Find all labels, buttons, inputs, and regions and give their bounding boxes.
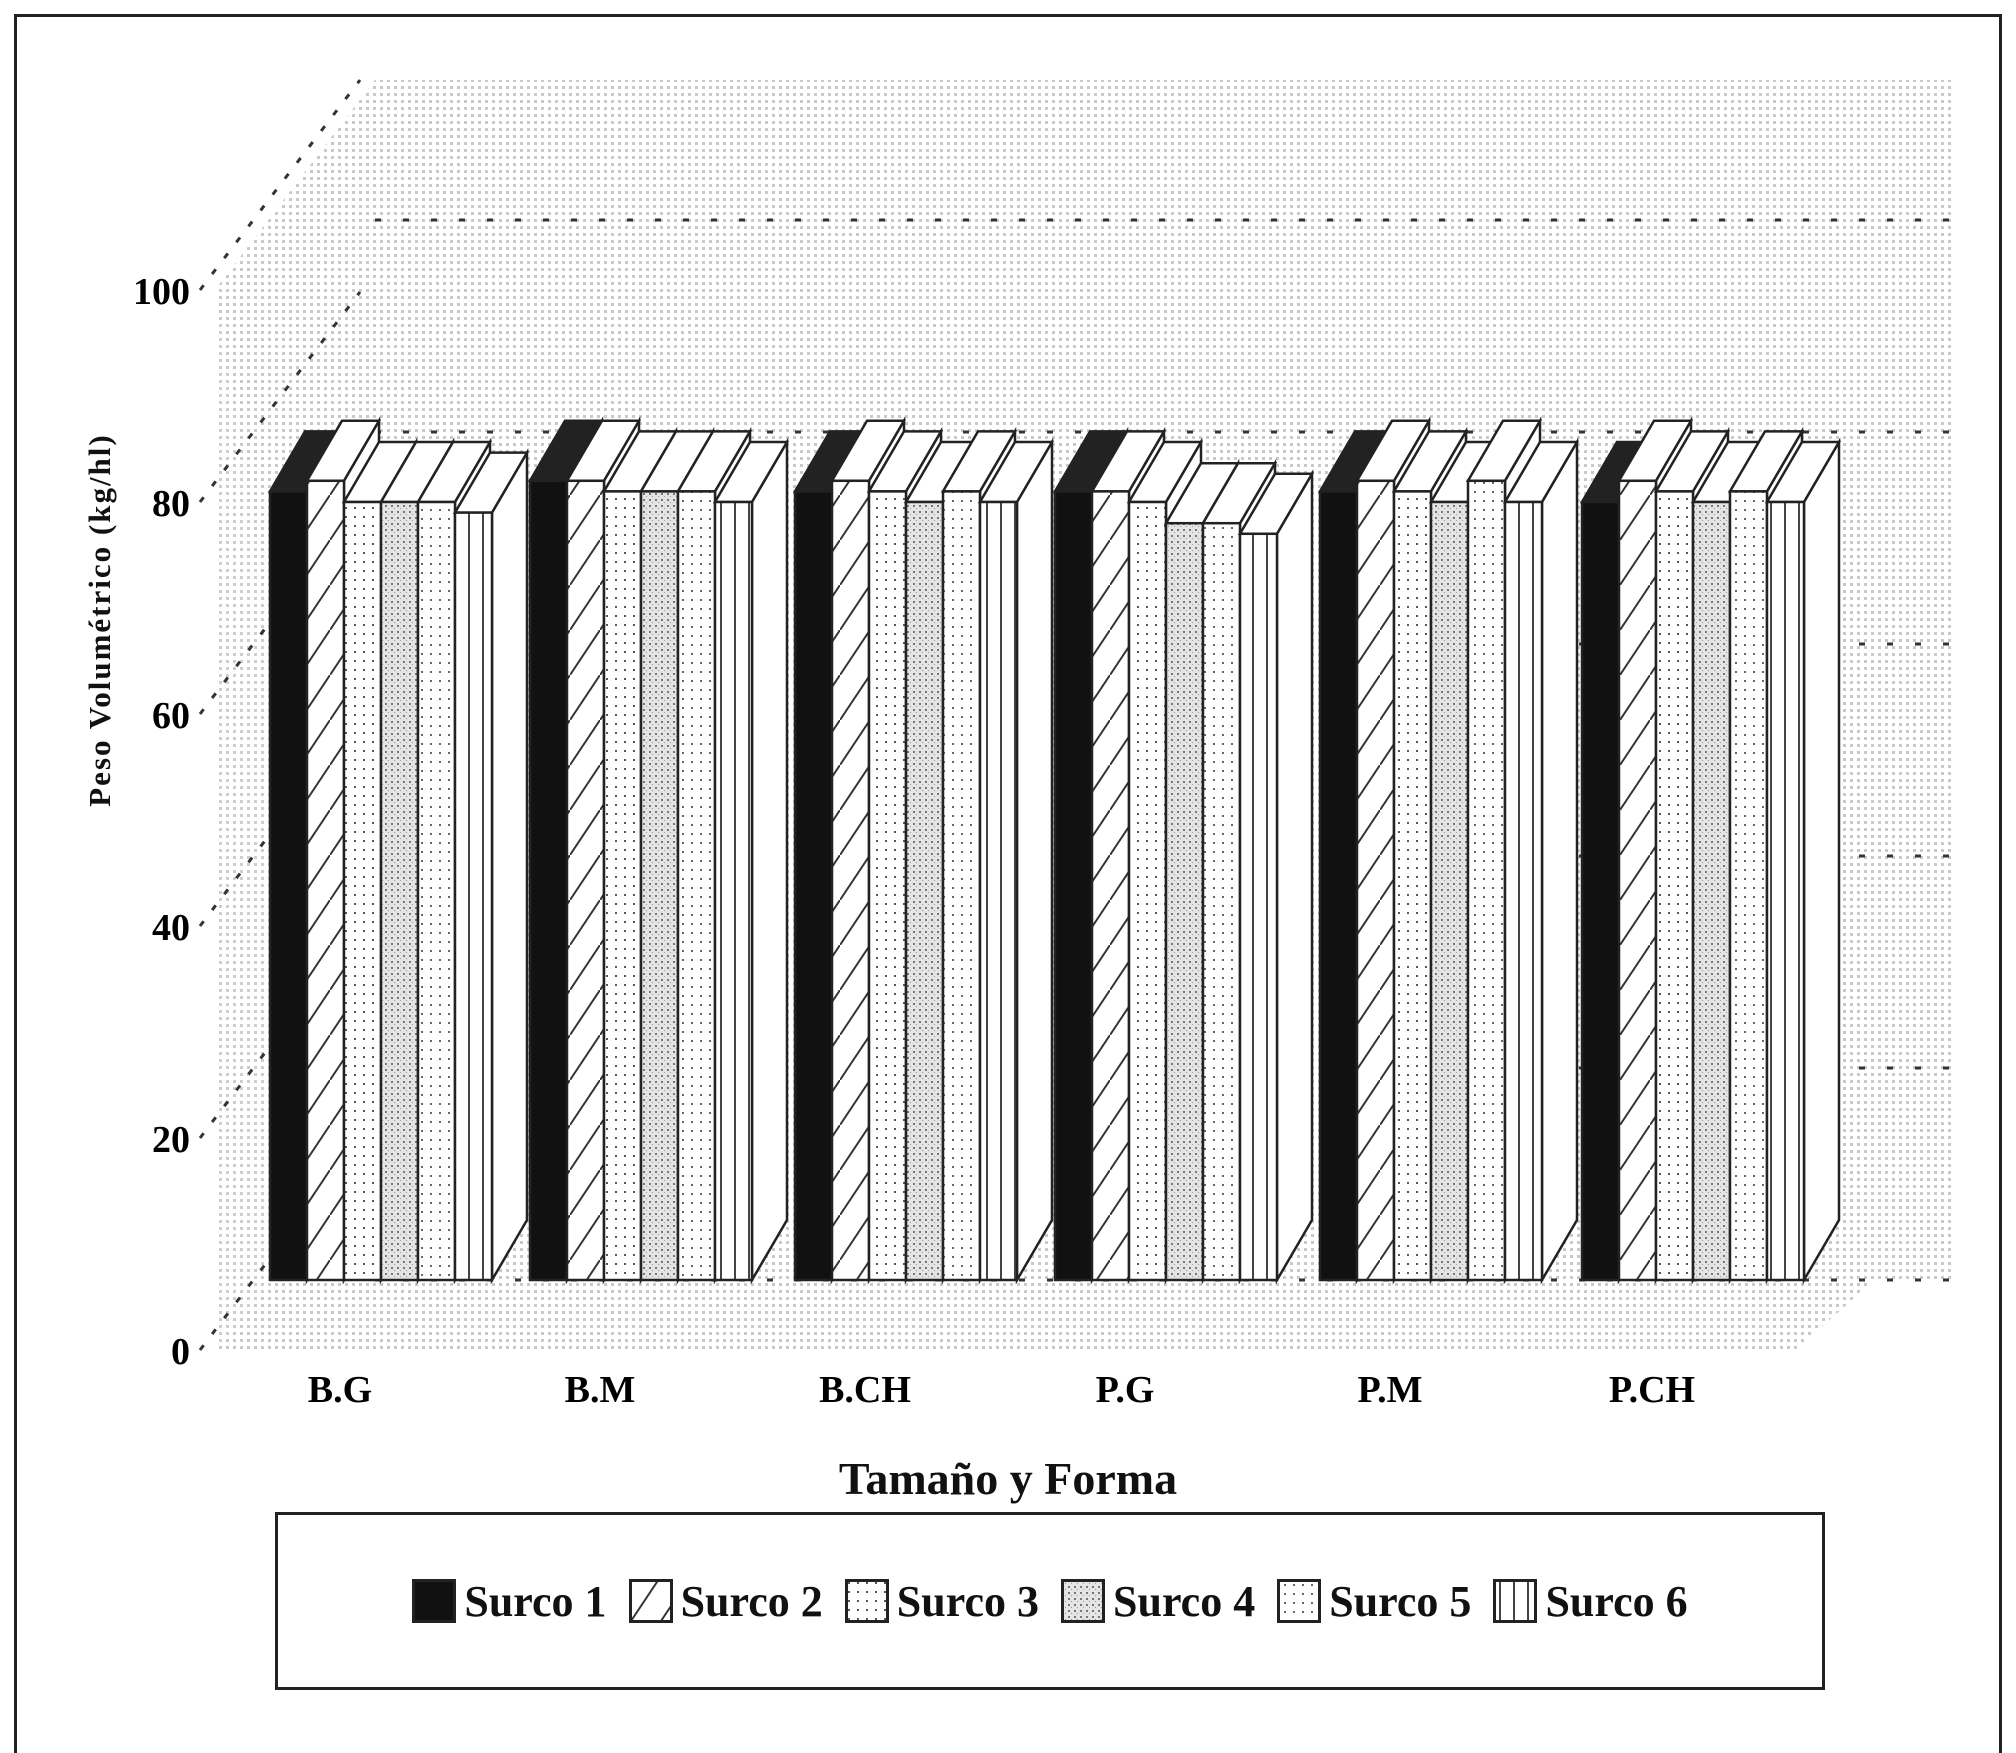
x-axis-label: Tamaño y Forma (838, 1453, 1178, 1504)
legend-label: Surco 2 (680, 1576, 823, 1626)
bar-b-ch-surco-5 (941, 490, 982, 1282)
legend-label: Surco 5 (1329, 1576, 1472, 1626)
bar-b-m-surco-6-side (750, 437, 789, 1285)
bar-p-g-surco-6-side (1275, 469, 1314, 1285)
legend-swatch-surco-1 (412, 1579, 457, 1623)
bar-b-ch-surco-4 (904, 500, 945, 1282)
legend-swatch-surco-6 (1493, 1579, 1538, 1623)
bar-b-m-surco-2 (565, 479, 606, 1282)
y-tick-label: 0 (171, 1331, 190, 1373)
bar-b-ch-surco-6-side (1015, 437, 1054, 1285)
legend-swatch-surco-3 (844, 1579, 889, 1623)
bar-b-ch-surco-1 (793, 490, 834, 1282)
bar-group-p-g (1052, 426, 1315, 1285)
y-tick-label: 100 (133, 271, 190, 313)
bar-b-m-surco-4 (639, 490, 680, 1282)
bar-b-g-surco-2 (305, 479, 346, 1282)
legend-label: Surco 1 (464, 1576, 607, 1626)
bar-b-g-surco-6 (453, 511, 494, 1282)
bar-p-m-surco-6-side (1540, 437, 1579, 1285)
bar-b-g-surco-5 (416, 500, 457, 1282)
bar-p-g-surco-5 (1201, 521, 1242, 1282)
bar-p-ch-surco-5 (1728, 490, 1769, 1282)
bar-b-ch-surco-6 (978, 500, 1019, 1282)
bar-p-m-surco-1 (1318, 490, 1359, 1282)
x-tick-label: P.M (1357, 1369, 1422, 1411)
y-axis-label-wrap: Peso Volumétrico (kg/hl) (50, 433, 150, 807)
x-tick-label: B.M (565, 1369, 636, 1411)
bar-p-m-surco-6 (1503, 500, 1544, 1282)
bar-group-b-ch (792, 416, 1055, 1285)
bar-b-g-surco-6-side (490, 447, 529, 1285)
chart-frame (14, 14, 2002, 1753)
y-tick-label: 40 (152, 907, 190, 949)
bar-p-ch-surco-2 (1617, 479, 1658, 1282)
bar-group-p-m (1317, 416, 1580, 1285)
bar-p-g-surco-4 (1164, 521, 1205, 1282)
legend-item-surco-6: Surco 6 (1493, 1576, 1688, 1627)
legend: Surco 1 Surco 2 Surco 3 Surco 4 Surco 5 Surco… (275, 1512, 1825, 1690)
bar-b-m-surco-3 (602, 490, 643, 1282)
bar-p-g-surco-6 (1238, 532, 1279, 1282)
bar-p-m-surco-2 (1355, 479, 1396, 1282)
legend-item-surco-2: Surco 2 (628, 1576, 823, 1627)
legend-item-surco-5: Surco 5 (1277, 1576, 1471, 1627)
bar-p-ch-surco-6-side (1802, 437, 1841, 1285)
bar-group-p-ch (1579, 416, 1842, 1285)
bar-p-ch-surco-4 (1691, 500, 1732, 1282)
x-tick-label: P.G (1096, 1369, 1155, 1411)
legend-swatch-surco-4 (1061, 1579, 1105, 1623)
bar-b-m-surco-1 (528, 479, 569, 1282)
legend-swatch-surco-5 (1277, 1579, 1322, 1623)
bar-b-ch-surco-2 (830, 479, 871, 1282)
legend-label: Surco 4 (1113, 1576, 1256, 1626)
legend-item-surco-3: Surco 3 (844, 1576, 1039, 1627)
bar-p-m-surco-3 (1392, 490, 1433, 1282)
bar-p-m-surco-4 (1429, 500, 1470, 1282)
bar-b-m-surco-6 (713, 500, 754, 1282)
y-tick-label: 60 (152, 695, 190, 737)
bar-p-ch-surco-6 (1765, 500, 1806, 1282)
gridline (198, 291, 362, 503)
x-tick-label: B.CH (819, 1369, 911, 1411)
x-tick-label: P.CH (1609, 1369, 1695, 1411)
bar-b-ch-surco-3 (867, 490, 908, 1282)
bar-p-m-surco-5 (1466, 479, 1507, 1282)
bar-b-g-surco-4 (379, 500, 420, 1282)
bar-group-b-m (527, 416, 790, 1285)
bar-b-m-surco-5 (676, 490, 717, 1282)
bar-p-g-surco-2 (1090, 490, 1131, 1282)
legend-label: Surco 6 (1545, 1576, 1688, 1626)
bar-b-g-surco-1 (268, 490, 309, 1282)
bar-p-ch-surco-3 (1654, 490, 1695, 1282)
bar-p-g-surco-1 (1053, 490, 1094, 1282)
bar-b-g-surco-3 (342, 500, 383, 1282)
y-axis-label: Peso Volumétrico (kg/hl) (82, 433, 117, 807)
x-tick-label: B.G (308, 1369, 372, 1411)
legend-item-surco-1: Surco 1 (412, 1576, 607, 1627)
y-tick-label: 20 (152, 1119, 190, 1161)
y-tick-label: 80 (152, 483, 190, 525)
gridline (198, 79, 362, 291)
legend-swatch-surco-2 (628, 1579, 673, 1623)
bar-group-b-g (267, 416, 530, 1285)
bar-p-g-surco-3 (1127, 500, 1168, 1282)
legend-label: Surco 3 (896, 1576, 1039, 1626)
legend-item-surco-4: Surco 4 (1061, 1576, 1255, 1627)
floor (215, 1280, 1875, 1350)
bar-p-ch-surco-1 (1580, 500, 1621, 1282)
